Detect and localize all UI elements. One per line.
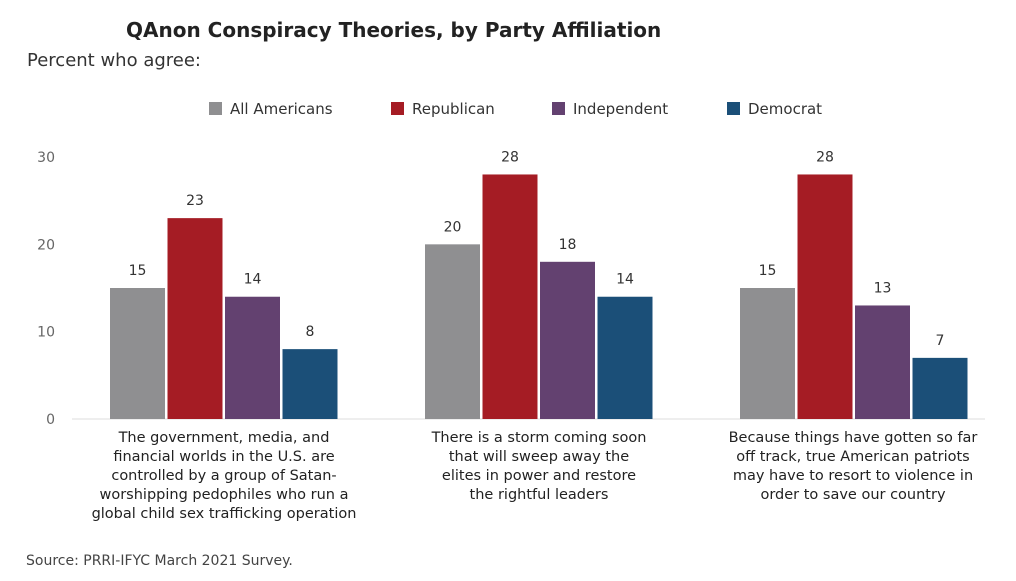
legend-swatch-democrat — [727, 102, 740, 115]
bar-independent-1 — [225, 296, 280, 419]
legend: All Americans Republican Independent Democr… — [209, 100, 822, 118]
bar-all-americans-3 — [740, 288, 795, 419]
bar-republican-3 — [797, 174, 853, 419]
y-tick-label: 30 — [37, 150, 55, 166]
legend-swatch-all-americans — [209, 102, 222, 115]
bars: 15 23 14 8 20 28 18 14 15 28 13 7 — [110, 149, 968, 419]
data-label: 23 — [186, 193, 204, 209]
chart-title: QAnon Conspiracy Theories, by Party Affi… — [126, 18, 662, 42]
data-label: 28 — [816, 149, 834, 165]
legend-label-all-americans: All Americans — [230, 100, 333, 118]
category-label-3: Because things have gotten so far off tra… — [729, 430, 978, 503]
bar-republican-1 — [167, 218, 223, 419]
bar-republican-2 — [482, 174, 538, 419]
bar-democrat-2 — [597, 296, 653, 419]
data-label: 8 — [306, 324, 315, 340]
data-label: 14 — [244, 272, 262, 288]
data-label: 18 — [559, 237, 577, 253]
legend-label-independent: Independent — [573, 100, 668, 118]
bar-independent-2 — [540, 261, 595, 419]
category-label-1: The government, media, and financial worl… — [92, 430, 357, 522]
bar-independent-3 — [855, 305, 910, 419]
category-labels: The government, media, and financial worl… — [92, 430, 978, 522]
data-label: 28 — [501, 149, 519, 165]
data-label: 20 — [444, 219, 462, 235]
legend-label-republican: Republican — [412, 100, 495, 118]
y-tick-label: 0 — [46, 412, 55, 428]
legend-swatch-independent — [552, 102, 565, 115]
bar-all-americans-1 — [110, 288, 165, 419]
source-note: Source: PRRI-IFYC March 2021 Survey. — [26, 553, 293, 569]
y-tick-label: 10 — [37, 325, 55, 341]
data-label: 15 — [129, 263, 147, 279]
data-label: 14 — [616, 272, 634, 288]
chart-subtitle: Percent who agree: — [27, 50, 201, 71]
bar-all-americans-2 — [425, 244, 480, 419]
y-tick-label: 20 — [37, 237, 55, 253]
legend-label-democrat: Democrat — [748, 100, 822, 118]
legend-swatch-republican — [391, 102, 404, 115]
data-label: 15 — [759, 263, 777, 279]
bar-democrat-1 — [282, 349, 338, 419]
data-label: 13 — [874, 280, 892, 296]
data-label: 7 — [936, 333, 945, 349]
bar-democrat-3 — [912, 357, 968, 419]
category-label-2: There is a storm coming soon that will sw… — [431, 430, 647, 503]
